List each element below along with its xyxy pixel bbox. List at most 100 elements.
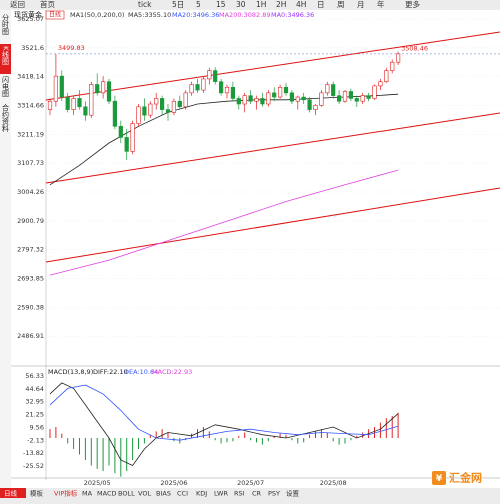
candle-body — [65, 96, 70, 110]
candle-body — [366, 95, 371, 99]
candle-body — [106, 81, 112, 102]
toolbar-item[interactable]: 15 — [216, 0, 226, 9]
toolbar-item[interactable]: 首页 — [40, 0, 55, 9]
tab[interactable]: VOL — [138, 490, 151, 498]
logo: ¥ 汇金网 — [432, 471, 482, 485]
legend-item: DEA:10.64 — [124, 368, 158, 376]
tab[interactable]: VIP指标 — [54, 489, 78, 498]
candle-body — [354, 98, 359, 102]
candle-body — [295, 96, 300, 102]
y-tick-label: 3625.07 — [17, 15, 44, 23]
toolbar-item[interactable]: 5 — [196, 0, 201, 9]
sidebar-item[interactable]: K线图 — [2, 46, 10, 66]
candle-body — [89, 84, 94, 116]
tab[interactable]: CR — [252, 490, 262, 498]
tab[interactable]: BIAS — [156, 490, 171, 498]
high-annotation: 3499.83 — [58, 44, 85, 52]
logo-glyph: ¥ — [436, 474, 443, 484]
y-tick-label: 9.56 — [30, 423, 44, 431]
candle-body — [307, 99, 312, 110]
candle-body — [230, 86, 236, 99]
candle-body — [277, 86, 283, 98]
candle-body — [160, 98, 165, 110]
x-tick-label: 2025/05 — [84, 479, 111, 487]
candle-body — [77, 98, 82, 108]
candle-body — [165, 109, 171, 113]
candle-body — [248, 95, 253, 102]
trendline — [45, 187, 500, 263]
high-annotation: 3508.46 — [401, 44, 428, 52]
toolbar-item[interactable]: 2H — [276, 0, 286, 9]
tab[interactable]: 日线 — [4, 489, 18, 498]
tab[interactable]: LWR — [214, 490, 228, 498]
toolbar-item[interactable]: 日 — [317, 0, 325, 9]
toolbar-item[interactable]: 4H — [296, 0, 306, 9]
toolbar-item[interactable]: 月 — [357, 0, 365, 9]
candle-body — [148, 103, 153, 116]
candle-body — [224, 86, 230, 94]
tab[interactable]: 模板 — [30, 489, 44, 498]
toolbar-item[interactable]: 周 — [337, 0, 345, 9]
candle-body — [319, 92, 324, 106]
candle-body — [142, 106, 147, 116]
candle-body — [71, 98, 76, 110]
toolbar-item[interactable]: 年 — [377, 0, 385, 9]
legend-item: MA5:3355.10 — [128, 11, 171, 19]
candle-body — [390, 61, 395, 71]
candle-body — [325, 84, 330, 94]
tab[interactable]: BOLL — [118, 490, 135, 498]
sidebar-item[interactable]: 合约资料 — [2, 103, 10, 133]
sidebar-item[interactable]: 分时图 — [2, 13, 10, 36]
candle-body — [360, 95, 365, 102]
tab[interactable]: MACD — [97, 490, 116, 498]
toolbar-item[interactable]: 1H — [256, 0, 266, 9]
candle-body — [112, 100, 117, 127]
sidebar-bg — [0, 10, 11, 488]
candle-body — [47, 100, 53, 110]
tab[interactable]: MA — [82, 490, 93, 498]
y-tick-label: 21.25 — [25, 411, 44, 419]
candle-body — [266, 92, 271, 105]
candle-body — [53, 75, 58, 102]
candle-body — [378, 81, 383, 87]
legend-item: MA0:3496.36 — [271, 11, 314, 19]
sidebar-item[interactable]: 闪电图 — [2, 75, 10, 98]
candle-body — [183, 92, 188, 108]
candle-body — [213, 70, 218, 83]
tab[interactable]: CCI — [177, 490, 188, 498]
candle-body — [272, 92, 277, 98]
legend-item: MA200:3082.89 — [219, 11, 271, 19]
candle-body — [395, 53, 401, 63]
toolbar-item[interactable]: 更多 — [405, 0, 420, 9]
legend-item: DIFF:22.10 — [93, 368, 128, 376]
x-tick-label: 2025/07 — [237, 479, 264, 487]
candle-body — [242, 95, 247, 105]
candle-body — [283, 86, 289, 94]
y-tick-label: 3418.14 — [17, 73, 44, 81]
trendline — [45, 31, 500, 101]
legend-item: MACD:22.93 — [152, 368, 192, 376]
toolbar-item[interactable]: 5日 — [172, 0, 184, 9]
toolbar-bg — [0, 0, 500, 10]
candle-body — [301, 96, 306, 101]
tab[interactable]: KDJ — [196, 490, 207, 498]
candle-body — [195, 84, 200, 91]
tab[interactable]: PSY — [268, 490, 280, 498]
candle-body — [154, 98, 159, 105]
y-tick-label: 44.64 — [25, 385, 44, 393]
y-tick-label: 3211.19 — [17, 130, 44, 138]
candle-body — [59, 75, 64, 98]
tab[interactable]: RSI — [234, 490, 245, 498]
y-tick-label: 2693.85 — [17, 274, 44, 282]
sidebar-active — [0, 44, 11, 74]
candle-body — [95, 84, 100, 94]
tab[interactable]: 设置 — [286, 489, 300, 498]
y-tick-label: 2486.91 — [17, 332, 44, 340]
toolbar-item[interactable]: 30 — [236, 0, 246, 9]
candle-body — [207, 70, 212, 80]
candle-body — [372, 85, 377, 99]
toolbar-item[interactable]: tick — [138, 0, 152, 9]
candle-body — [189, 84, 194, 94]
toolbar-item[interactable]: 返回 — [10, 0, 25, 9]
candle-body — [342, 91, 348, 102]
